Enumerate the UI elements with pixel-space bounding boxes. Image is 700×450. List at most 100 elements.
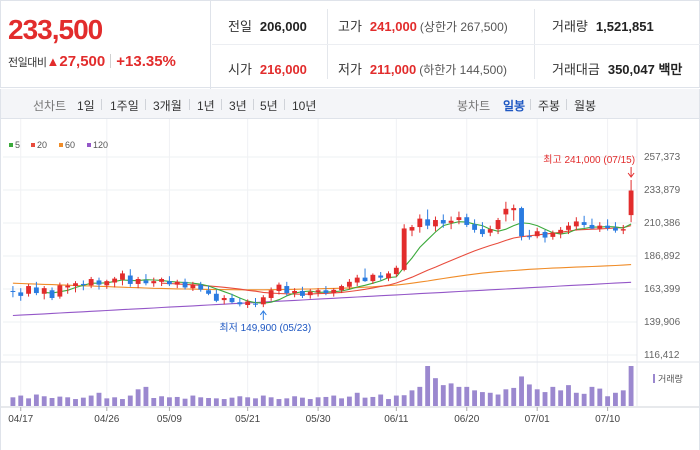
- volume-bar: [253, 398, 258, 406]
- volume-bar: [268, 397, 274, 406]
- volume-bar: [472, 390, 478, 406]
- candle: [284, 286, 290, 294]
- volume-bar: [18, 395, 24, 406]
- candle: [151, 281, 157, 284]
- volume-bar: [104, 398, 110, 406]
- volume-bar: [519, 376, 524, 406]
- x-tick-label: 04/17: [8, 414, 33, 425]
- candle: [315, 290, 321, 293]
- volume-bar: [166, 397, 172, 406]
- period-1d-button[interactable]: 1일: [77, 99, 95, 113]
- stat-volume: 거래량 1,521,851: [552, 19, 654, 34]
- x-tick-label: 04/26: [94, 414, 119, 425]
- volume-bar: [96, 392, 102, 406]
- low-annotation: 최저 149,900 (05/23): [219, 322, 311, 334]
- candle: [370, 274, 376, 282]
- legend-swatch: [59, 143, 63, 147]
- volume-bar: [362, 397, 368, 406]
- candle: [80, 283, 86, 286]
- candle: [495, 220, 501, 230]
- candle: [581, 222, 587, 225]
- volume-bar: [417, 386, 423, 406]
- period-10y-button[interactable]: 10년: [292, 99, 317, 113]
- candle: [292, 290, 298, 294]
- high-arrow-head-icon: [627, 172, 635, 178]
- ma5-line: [44, 221, 632, 304]
- legend-label: 120: [93, 140, 108, 150]
- volume-bar: [174, 396, 180, 406]
- period-1w-button[interactable]: 1주일: [110, 99, 139, 113]
- volume-bar: [456, 386, 462, 406]
- candle: [166, 281, 172, 285]
- divider: [566, 99, 567, 110]
- candlestick-chart[interactable]: 257,373 233,879 210,386 186,892 163,399 139,9…: [1, 119, 699, 450]
- candle: [57, 285, 63, 297]
- x-tick-label: 05/21: [235, 414, 260, 425]
- volume-bar: [80, 397, 86, 406]
- volume-bar: [57, 396, 63, 406]
- volume-bar: [401, 395, 407, 406]
- candle-weekly-button[interactable]: 주봉: [538, 99, 561, 113]
- candle: [65, 285, 71, 288]
- volume-bar: [346, 396, 352, 406]
- volume-bar: [495, 394, 501, 406]
- candle: [362, 277, 368, 282]
- volume-bar: [49, 398, 55, 406]
- candle: [26, 286, 31, 294]
- candle: [573, 221, 579, 227]
- candle: [605, 225, 611, 229]
- candle: [190, 284, 196, 289]
- stat-prev-close: 전일 206,000: [228, 19, 307, 34]
- volume-bar: [26, 398, 31, 406]
- candle-daily-button[interactable]: 일봉: [503, 99, 526, 113]
- candle: [589, 224, 595, 229]
- volume-bar: [581, 393, 587, 406]
- volume-bar: [159, 396, 165, 406]
- period-1y-button[interactable]: 1년: [197, 99, 215, 113]
- volume-legend-label: 거래량: [658, 373, 683, 384]
- candle: [276, 284, 282, 291]
- x-tick-label: 07/01: [525, 414, 550, 425]
- volume-bar: [120, 399, 125, 406]
- candle: [386, 273, 391, 279]
- volume-bar: [542, 392, 548, 406]
- candle: [213, 293, 219, 301]
- y-tick-label: 139,906: [644, 317, 681, 328]
- x-tick-label: 06/20: [454, 414, 479, 425]
- period-5y-button[interactable]: 5년: [260, 99, 278, 113]
- candle: [120, 273, 125, 280]
- candle: [393, 267, 399, 275]
- period-3m-button[interactable]: 3개월: [153, 99, 182, 113]
- candle: [33, 287, 39, 294]
- candle: [534, 231, 540, 237]
- candle: [628, 190, 634, 216]
- volume-bar: [558, 390, 564, 406]
- ma120-line: [12, 281, 632, 317]
- candle: [331, 289, 337, 294]
- candle: [268, 290, 274, 298]
- volume-bar: [10, 397, 16, 406]
- volume-bar: [378, 394, 384, 406]
- y-tick-label: 116,412: [644, 350, 680, 361]
- volume-bar: [276, 399, 282, 406]
- candle: [456, 217, 462, 221]
- candle: [73, 283, 78, 287]
- period-3y-button[interactable]: 3년: [229, 99, 247, 113]
- y-tick-label: 186,892: [644, 251, 681, 262]
- volume-legend-swatch: [653, 374, 655, 383]
- y-tick-label: 210,386: [644, 218, 681, 229]
- divider: [284, 99, 285, 110]
- volume-bar: [88, 395, 94, 406]
- stock-chart[interactable]: 257,373 233,879 210,386 186,892 163,399 139,9…: [0, 119, 700, 450]
- volume-bar: [339, 398, 344, 406]
- candle: [401, 228, 407, 270]
- candle-monthly-button[interactable]: 월봉: [574, 99, 597, 113]
- candle: [417, 218, 423, 228]
- candle: [96, 280, 102, 285]
- candle: [354, 277, 360, 283]
- up-arrow-icon: ▲: [46, 54, 60, 69]
- volume-bar: [135, 389, 141, 406]
- change-line: 전일대비▲27,500 +13.35%: [8, 53, 210, 70]
- candle: [558, 229, 564, 234]
- low-arrow-head-icon: [259, 310, 267, 316]
